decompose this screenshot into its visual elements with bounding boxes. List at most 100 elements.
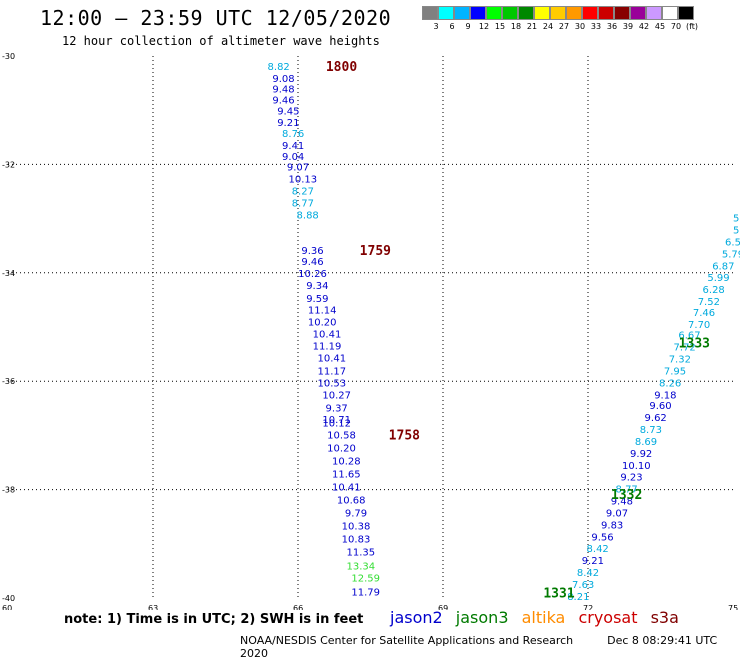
wave-height-value: 8.88 xyxy=(297,210,319,221)
wave-height-value: 10.41 xyxy=(318,353,347,364)
wave-height-value: 9.21 xyxy=(582,556,604,567)
colorbar-label: 70 xyxy=(670,22,682,31)
wave-height-value: 9.21 xyxy=(277,118,299,129)
colorbar-label: 21 xyxy=(526,22,538,31)
legend-jason3: jason3 xyxy=(455,608,509,627)
colorbar-swatch xyxy=(518,6,534,20)
wave-height-value: 9.41 xyxy=(282,141,304,152)
wave-height-value: 10.58 xyxy=(327,430,356,441)
wave-height-value: 8.77 xyxy=(292,198,314,209)
wave-height-value: 8.42 xyxy=(577,568,599,579)
legend-cryosat: cryosat xyxy=(578,608,638,627)
colorbar-label: 33 xyxy=(590,22,602,31)
colorbar-label: (ft) xyxy=(685,22,699,31)
map-subtitle: 12 hour collection of altimeter wave hei… xyxy=(62,34,380,48)
wave-height-value: 9.07 xyxy=(606,508,628,519)
wave-height-value: 9.18 xyxy=(654,390,676,401)
lat-tick-label: -38 xyxy=(2,486,15,495)
lon-tick-label: 66 xyxy=(293,604,303,610)
wave-height-value: 9.79 xyxy=(345,508,367,519)
wave-height-value: 10.10 xyxy=(622,461,651,472)
wave-height-value: 13.34 xyxy=(347,562,376,573)
wave-height-value: 5. xyxy=(733,226,740,237)
colorbar-swatch xyxy=(582,6,598,20)
wave-height-value: 11.17 xyxy=(318,366,347,377)
colorbar-label: 18 xyxy=(510,22,522,31)
colorbar-swatch xyxy=(598,6,614,20)
wave-height-value: 7.95 xyxy=(664,366,686,377)
wave-height-value: 9.92 xyxy=(630,449,652,460)
colorbar-swatch xyxy=(614,6,630,20)
wave-height-value: 9.37 xyxy=(326,403,348,414)
wave-height-value: 9.56 xyxy=(591,532,613,543)
wave-height-value: 9.48 xyxy=(611,497,633,508)
wave-height-value: 9.34 xyxy=(306,281,328,292)
wave-height-value: 9.23 xyxy=(620,473,642,484)
lon-tick-label: 60 xyxy=(2,604,12,610)
wave-height-value: 9.45 xyxy=(277,106,299,117)
colorbar-swatch xyxy=(422,6,438,20)
colorbar-swatch xyxy=(566,6,582,20)
wave-height-value: 7.63 xyxy=(572,580,594,591)
wave-height-value: 6.28 xyxy=(703,285,725,296)
colorbar-label: 27 xyxy=(558,22,570,31)
wave-height-value: 10.38 xyxy=(342,521,371,532)
wave-height-value: 8.26 xyxy=(659,378,681,389)
wave-height-value: 9.59 xyxy=(306,294,328,305)
colorbar-label: 12 xyxy=(478,22,490,31)
colorbar-swatch xyxy=(662,6,678,20)
wave-height-value: 9.60 xyxy=(649,401,671,412)
wave-height-value: 10.41 xyxy=(313,330,342,341)
footer-org: NOAA/NESDIS Center for Satellite Applica… xyxy=(240,634,574,647)
satellite-legend: jason2 jason3 altika cryosat s3a xyxy=(390,608,687,627)
colorbar-label: 39 xyxy=(622,22,634,31)
legend-altika: altika xyxy=(521,608,566,627)
wave-height-value: 7.72 xyxy=(674,343,696,354)
wave-height-value: 5.79 xyxy=(722,249,740,260)
wave-height-value: 8.27 xyxy=(292,187,314,198)
colorbar xyxy=(422,6,694,20)
map-title: 12:00 – 23:59 UTC 12/05/2020 xyxy=(40,6,392,30)
wave-height-value: 8.76 xyxy=(282,129,304,140)
wave-height-value: 10.13 xyxy=(289,175,318,186)
wave-height-value: 9.48 xyxy=(272,85,294,96)
wave-height-value: 11.14 xyxy=(308,306,337,317)
wave-height-value: 10.28 xyxy=(332,456,361,467)
colorbar-swatch xyxy=(502,6,518,20)
wave-height-map: 60 63 66 69 72 75-30-32-34-36-38-408.829.089.… xyxy=(2,52,740,610)
track-time-label: 1759 xyxy=(360,244,391,259)
wave-height-value: 11.19 xyxy=(313,342,342,353)
wave-height-value: 9.62 xyxy=(645,413,667,424)
colorbar-label: 6 xyxy=(449,22,455,31)
colorbar-label: 45 xyxy=(654,22,666,31)
lat-tick-label: -34 xyxy=(2,269,15,278)
colorbar-swatch xyxy=(630,6,646,20)
lon-tick-label: 72 xyxy=(583,604,593,610)
wave-height-value: 8.73 xyxy=(640,425,662,436)
wave-height-value: 9.07 xyxy=(287,163,309,174)
colorbar-swatch xyxy=(470,6,486,20)
track-time-label: 1800 xyxy=(326,60,357,75)
wave-height-value: 5.99 xyxy=(707,273,729,284)
lat-tick-label: -30 xyxy=(2,52,15,61)
wave-height-value: 8.42 xyxy=(587,544,609,555)
lat-tick-label: -36 xyxy=(2,377,15,386)
wave-height-value: 7.70 xyxy=(688,320,710,331)
colorbar-swatch xyxy=(534,6,550,20)
wave-height-value: 6.87 xyxy=(712,261,734,272)
wave-height-value: 8.21 xyxy=(567,592,589,603)
wave-height-value: 10.68 xyxy=(337,495,366,506)
wave-height-value: 6.67 xyxy=(678,331,700,342)
colorbar-label: 30 xyxy=(574,22,586,31)
colorbar-label: 24 xyxy=(542,22,554,31)
colorbar-swatch xyxy=(486,6,502,20)
wave-height-value: 10.71 xyxy=(322,415,351,426)
colorbar-swatch xyxy=(438,6,454,20)
lat-tick-label: -40 xyxy=(2,594,15,603)
colorbar-swatch xyxy=(550,6,566,20)
wave-height-value: 7.32 xyxy=(669,355,691,366)
wave-height-value: 6.5 xyxy=(725,237,740,248)
wave-height-value: 5. xyxy=(733,214,740,225)
lon-tick-label: 63 xyxy=(148,604,158,610)
wave-height-value: 10.83 xyxy=(342,534,371,545)
